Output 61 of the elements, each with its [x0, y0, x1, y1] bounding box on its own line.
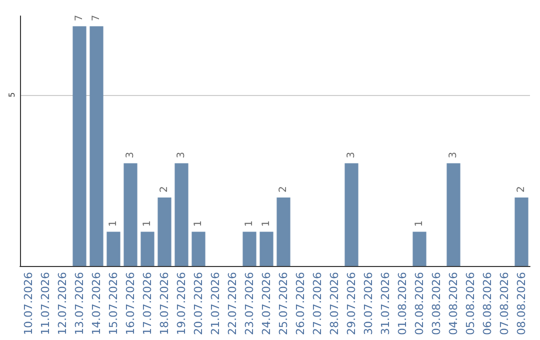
x-tick-label: 11.07.2026: [39, 272, 52, 336]
data-label: 3: [346, 152, 357, 158]
x-tick-label: 20.07.2026: [192, 272, 205, 336]
bar: [158, 198, 172, 266]
data-label: 3: [125, 152, 136, 158]
x-tick-label: 26.07.2026: [294, 272, 307, 336]
x-tick-label: 07.08.2026: [498, 272, 511, 336]
x-tick-label: 15.07.2026: [107, 272, 120, 336]
x-tick-label: 17.07.2026: [141, 272, 154, 336]
bar: [140, 232, 154, 266]
data-label: 1: [108, 220, 119, 227]
bar: [260, 232, 274, 266]
bar: [192, 232, 206, 266]
x-tick-label: 19.07.2026: [175, 272, 188, 336]
bar: [514, 198, 528, 266]
x-tick-label: 05.08.2026: [464, 272, 477, 336]
x-tick-label: 08.08.2026: [515, 272, 528, 336]
bar: [72, 26, 86, 266]
bar: [174, 163, 188, 266]
data-label: 2: [278, 186, 289, 193]
data-label: 2: [159, 186, 170, 193]
bar: [124, 163, 138, 266]
data-label: 3: [176, 152, 187, 158]
x-tick-label: 06.08.2026: [481, 272, 494, 336]
x-tick-label: 29.07.2026: [345, 272, 358, 336]
x-tick-label: 30.07.2026: [362, 272, 375, 336]
data-label: 1: [142, 220, 153, 227]
x-tick-label: 13.07.2026: [73, 272, 86, 336]
x-tick-label: 12.07.2026: [56, 272, 69, 336]
data-label: 1: [414, 220, 425, 227]
data-label: 2: [516, 186, 527, 193]
bar: [276, 198, 290, 266]
data-label: 1: [244, 220, 255, 227]
x-tick-label: 31.07.2026: [379, 272, 392, 336]
bar: [412, 232, 426, 266]
x-tick-label: 24.07.2026: [260, 272, 273, 336]
x-tick-label: 04.08.2026: [447, 272, 460, 336]
x-tick-label: 10.07.2026: [22, 272, 35, 336]
bar: [90, 26, 104, 266]
x-tick-label: 25.07.2026: [277, 272, 290, 336]
bar: [446, 163, 460, 266]
x-tick-label: 16.07.2026: [124, 272, 137, 336]
x-tick-label: 22.07.2026: [226, 272, 239, 336]
x-tick-label: 18.07.2026: [158, 272, 171, 336]
x-tick-label: 02.08.2026: [413, 272, 426, 336]
x-tick-label: 21.07.2026: [209, 272, 222, 336]
data-label: 3: [448, 152, 459, 158]
y-tick-label: 5: [8, 92, 16, 98]
bar: [106, 232, 120, 266]
bar: [242, 232, 256, 266]
bar: [344, 163, 358, 266]
x-tick-label: 03.08.2026: [430, 272, 443, 336]
x-tick-label: 01.08.2026: [396, 272, 409, 336]
data-label: 1: [261, 220, 272, 227]
data-label: 7: [91, 14, 102, 22]
x-tick-label: 27.07.2026: [311, 272, 324, 336]
data-label: 7: [74, 14, 85, 22]
x-tick-label: 14.07.2026: [90, 272, 103, 336]
x-tick-label: 23.07.2026: [243, 272, 256, 336]
x-tick-label: 28.07.2026: [328, 272, 341, 336]
data-label: 1: [193, 220, 204, 227]
